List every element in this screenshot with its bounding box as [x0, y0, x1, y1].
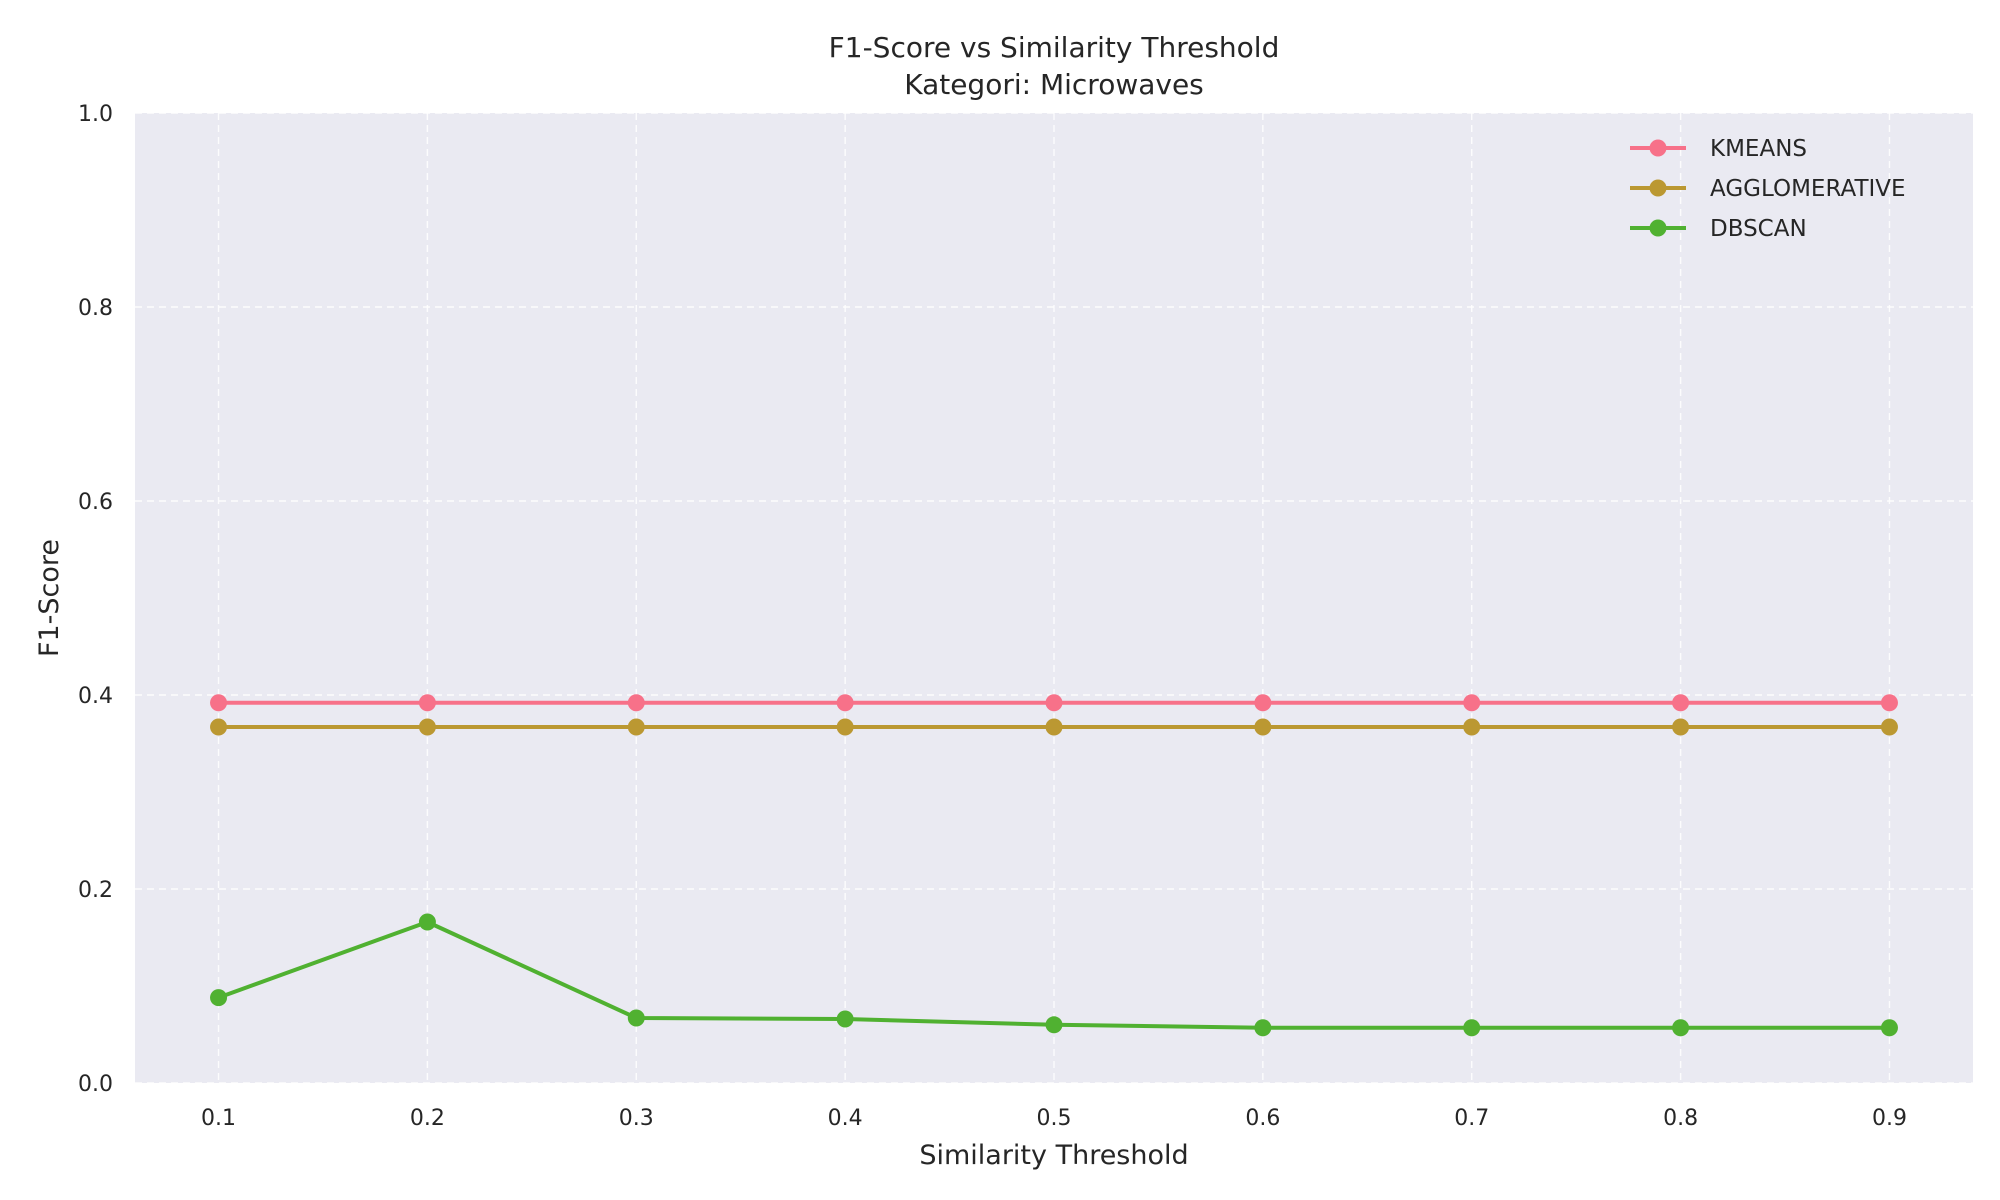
x-tick-label: 0.4 [828, 1106, 863, 1131]
data-point [210, 989, 228, 1007]
x-tick-label: 0.2 [410, 1106, 445, 1131]
data-point [1254, 718, 1272, 736]
x-axis-label: Similarity Threshold [919, 1140, 1188, 1171]
legend-marker [1649, 179, 1667, 197]
data-point [836, 718, 854, 736]
data-point [1463, 1019, 1481, 1037]
data-point [836, 1010, 854, 1028]
chart-subtitle: Kategori: Microwaves [904, 68, 1204, 101]
series-dbscan [210, 913, 1898, 1037]
legend-label: DBSCAN [1710, 216, 1807, 242]
y-tick-label: 1.0 [78, 102, 113, 127]
series-agglomerative [210, 718, 1898, 736]
x-tick-label: 0.3 [619, 1106, 654, 1131]
data-point [1672, 1019, 1690, 1037]
x-tick-label: 0.1 [201, 1106, 236, 1131]
data-point [627, 694, 645, 712]
x-tick-label: 0.6 [1245, 1106, 1280, 1131]
y-tick-label: 0.8 [78, 296, 113, 321]
legend-marker [1649, 219, 1667, 237]
data-point [418, 913, 436, 931]
data-point [418, 694, 436, 712]
legend-item: KMEANS [1630, 136, 1807, 162]
data-point [1254, 694, 1272, 712]
legend-label: KMEANS [1710, 136, 1807, 162]
y-axis-ticks: 0.0 0.2 0.4 0.6 0.8 1.0 [78, 102, 113, 1097]
x-tick-label: 0.8 [1663, 1106, 1698, 1131]
x-tick-label: 0.7 [1454, 1106, 1489, 1131]
data-point [210, 718, 228, 736]
x-tick-label: 0.9 [1872, 1106, 1907, 1131]
x-tick-label: 0.5 [1037, 1106, 1072, 1131]
data-point [1880, 1019, 1898, 1037]
y-tick-label: 0.2 [78, 878, 113, 903]
legend: KMEANS AGGLOMERATIVE DBSCAN [1630, 136, 1906, 242]
data-point [1672, 694, 1690, 712]
data-point [418, 718, 436, 736]
y-tick-label: 0.6 [78, 490, 113, 515]
data-point [1672, 718, 1690, 736]
series-layer [210, 694, 1898, 1037]
legend-item: DBSCAN [1630, 216, 1807, 242]
data-point [1045, 694, 1063, 712]
data-point [1463, 718, 1481, 736]
x-axis-ticks: 0.1 0.2 0.3 0.4 0.5 0.6 0.7 0.8 0.9 [201, 1106, 1907, 1131]
series-kmeans [210, 694, 1898, 712]
data-point [836, 694, 854, 712]
data-point [1880, 694, 1898, 712]
y-tick-label: 0.4 [78, 684, 113, 709]
data-point [1045, 718, 1063, 736]
data-point [627, 1009, 645, 1027]
data-point [1045, 1016, 1063, 1034]
data-point [210, 694, 228, 712]
y-tick-label: 0.0 [78, 1072, 113, 1097]
data-point [1880, 718, 1898, 736]
legend-label: AGGLOMERATIVE [1710, 176, 1906, 202]
chart-title: F1-Score vs Similarity Threshold [829, 31, 1280, 64]
y-axis-label: F1-Score [34, 539, 65, 657]
data-point [1254, 1019, 1272, 1037]
data-point [627, 718, 645, 736]
data-point [1463, 694, 1481, 712]
legend-marker [1649, 139, 1667, 157]
legend-item: AGGLOMERATIVE [1630, 176, 1906, 202]
